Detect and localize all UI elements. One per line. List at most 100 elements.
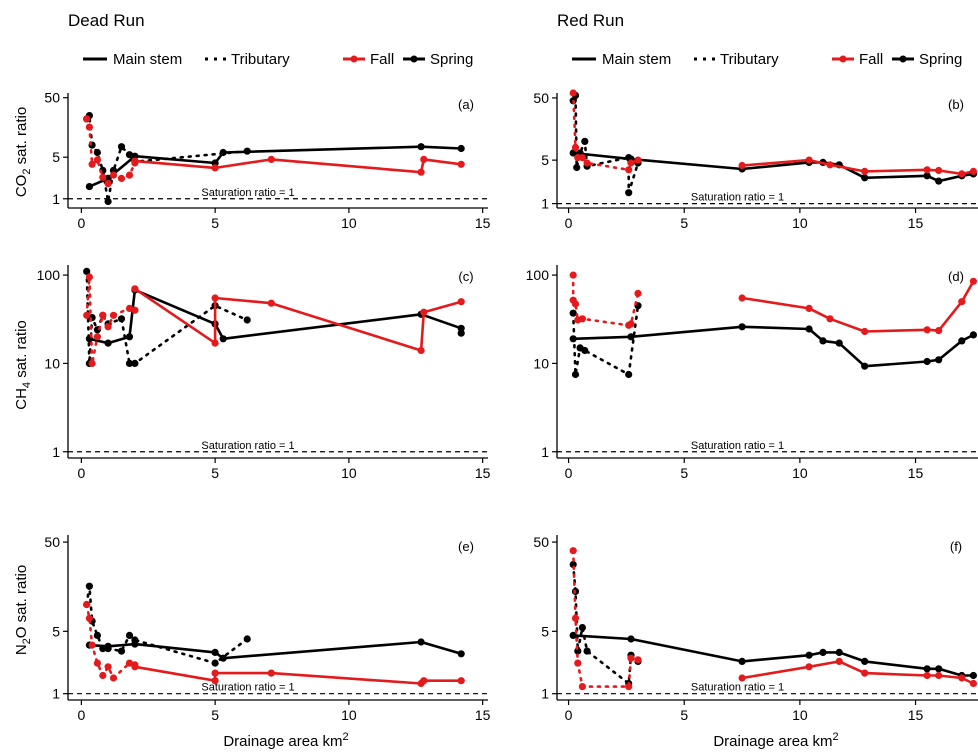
fall-point [625, 166, 633, 174]
spring-point [117, 647, 126, 655]
fall-point [131, 285, 139, 293]
y-tick-label: 100 [526, 267, 550, 283]
fall-point [634, 656, 642, 664]
fall-point [99, 671, 107, 680]
fall-point [420, 677, 428, 685]
fall-point [417, 168, 425, 176]
fall-point [117, 174, 126, 182]
legend-red-run: Main stem Tributary Fall Spring [572, 51, 962, 68]
spring-point [211, 659, 219, 667]
spring-point [569, 560, 577, 569]
legend-spring-marker [899, 55, 907, 63]
fall-point [578, 315, 587, 323]
spring-point [923, 172, 931, 180]
y-tick-label: 1 [52, 191, 60, 207]
x-tick-label: 10 [341, 215, 357, 231]
x-tick-label: 15 [475, 707, 491, 723]
spring-point [569, 309, 577, 317]
title-red-run: Red Run [557, 11, 624, 30]
fall-tributary-line [571, 549, 640, 688]
fall-point [131, 661, 139, 669]
spring-point [571, 370, 580, 379]
x-tick-label: 0 [565, 707, 573, 723]
spring-point [835, 339, 843, 347]
fall-point [826, 161, 834, 169]
fall-point [83, 600, 91, 609]
spring-point [117, 143, 126, 151]
fall-point [569, 89, 577, 97]
spring-point [457, 650, 465, 658]
x-tick-label: 10 [792, 707, 808, 723]
legend-main-stem-label: Main stem [602, 51, 671, 68]
fall-point [861, 167, 869, 175]
x-tick-label: 0 [565, 465, 573, 481]
panel-letter: (f) [950, 539, 962, 554]
spring-point [627, 333, 635, 341]
fall-point [211, 294, 219, 302]
fall-point [958, 298, 966, 306]
legend-tributary-label: Tributary [720, 51, 779, 68]
x-tick-label: 5 [211, 465, 219, 481]
fall-point [835, 657, 843, 666]
spring-point [93, 631, 101, 640]
spring-point [219, 335, 227, 343]
spring-point [805, 325, 813, 333]
fall-point [109, 311, 118, 319]
fall-point [923, 166, 931, 174]
fall-point [574, 659, 582, 667]
panel-letter: (a) [458, 97, 474, 112]
fall-point [923, 671, 931, 680]
legend-spring-label: Spring [919, 51, 962, 68]
fall-point [104, 663, 112, 671]
spring-point [131, 359, 139, 367]
spring-point [131, 636, 139, 644]
fall-point [83, 311, 91, 319]
fall-point [417, 346, 425, 355]
spring-point [625, 370, 633, 379]
fall-point [99, 311, 107, 319]
spring-point [935, 665, 943, 673]
spring-point [457, 144, 465, 153]
fall-point [211, 677, 219, 685]
fall-point [267, 669, 275, 677]
fall-point [83, 115, 91, 123]
panel-letter: (b) [948, 97, 964, 112]
x-tick-label: 15 [908, 707, 924, 723]
fall-point [627, 159, 635, 167]
spring-point [805, 651, 813, 659]
spring-point [104, 339, 112, 347]
x-tick-label: 10 [341, 707, 357, 723]
spring-point [243, 147, 251, 155]
spring-point [835, 648, 843, 657]
fall-point [131, 306, 139, 314]
x-tick-label: 5 [680, 707, 688, 723]
x-tick-label: 0 [77, 215, 85, 231]
spring-point [104, 197, 112, 206]
x-title-red-run: Drainage area km2 [713, 731, 838, 750]
x-tick-label: 0 [565, 215, 573, 231]
legend-tributary-label: Tributary [231, 51, 290, 68]
fall-point [211, 164, 219, 172]
fall-point [923, 326, 931, 334]
fall-point [125, 171, 134, 179]
fall-point [457, 677, 465, 685]
spring-point [861, 657, 869, 666]
x-tick-label: 5 [211, 215, 219, 231]
y-tick-label: 5 [52, 623, 60, 639]
spring-point [578, 624, 587, 632]
spring-point [935, 356, 943, 364]
x-tick-label: 0 [77, 707, 85, 723]
y-tick-label: 10 [44, 355, 60, 371]
spring-point [738, 657, 746, 666]
fall-point [861, 669, 869, 677]
y-tick-label: 50 [533, 534, 549, 550]
fall-point [969, 277, 978, 285]
fall-point [267, 155, 275, 163]
fall-point [267, 299, 275, 307]
y-tick-label: 50 [44, 90, 60, 106]
spring-point [243, 635, 251, 643]
fall-point [625, 683, 633, 691]
spring-point [93, 148, 101, 157]
fall-point [826, 315, 834, 323]
